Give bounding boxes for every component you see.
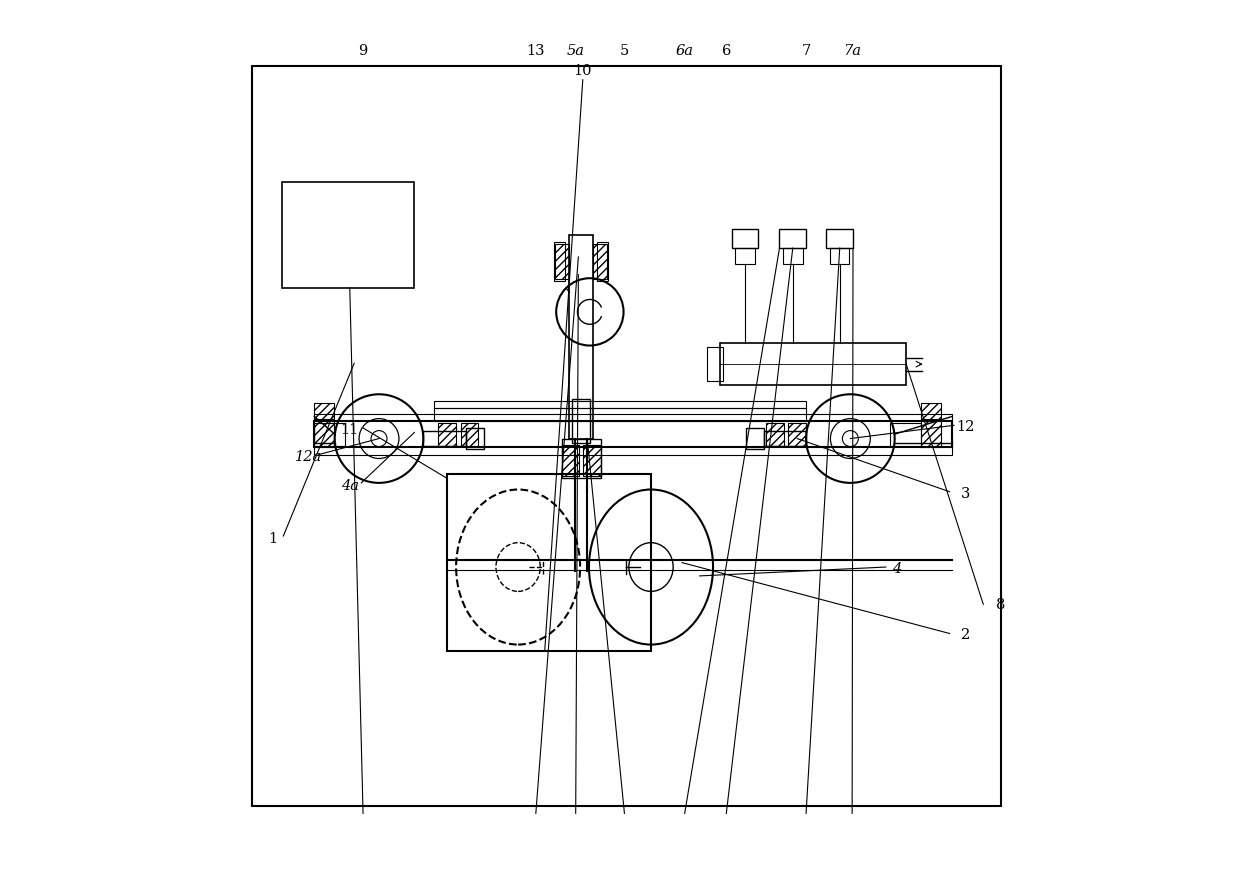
Bar: [921, 403, 941, 419]
Bar: [826, 229, 853, 248]
Bar: [707, 347, 723, 381]
Bar: [562, 439, 600, 478]
Bar: [732, 229, 758, 248]
Text: 13: 13: [527, 44, 546, 58]
Bar: [735, 248, 755, 264]
Bar: [745, 428, 764, 449]
Text: 12: 12: [956, 420, 975, 434]
Text: 7a: 7a: [843, 44, 861, 58]
Bar: [252, 66, 1001, 806]
Bar: [764, 431, 806, 446]
Bar: [789, 423, 806, 446]
Bar: [890, 423, 921, 446]
Bar: [766, 423, 784, 446]
Bar: [439, 423, 456, 446]
Bar: [596, 242, 609, 281]
Bar: [460, 423, 479, 446]
Bar: [780, 229, 806, 248]
Bar: [782, 248, 802, 264]
Bar: [583, 445, 600, 476]
Bar: [562, 445, 579, 476]
Text: 1: 1: [268, 532, 278, 546]
Bar: [921, 421, 941, 447]
Bar: [448, 474, 651, 651]
Text: 11: 11: [341, 423, 358, 437]
Text: 5: 5: [620, 44, 629, 58]
Text: 4: 4: [892, 562, 901, 576]
Text: 9: 9: [358, 44, 368, 58]
Bar: [434, 408, 806, 421]
Bar: [314, 421, 952, 447]
Text: 8: 8: [996, 598, 1006, 612]
Text: 12a: 12a: [295, 450, 321, 464]
Bar: [569, 235, 593, 439]
Text: 3: 3: [961, 486, 970, 501]
Bar: [423, 431, 466, 446]
Bar: [314, 414, 952, 455]
Bar: [553, 242, 565, 281]
Bar: [830, 248, 849, 264]
Text: 6a: 6a: [676, 44, 693, 58]
Text: 6: 6: [722, 44, 732, 58]
Text: 4a: 4a: [341, 478, 358, 493]
Bar: [434, 401, 806, 408]
Text: 10: 10: [574, 64, 591, 78]
Bar: [314, 421, 334, 447]
Bar: [556, 244, 569, 279]
Bar: [281, 182, 414, 288]
Bar: [314, 403, 334, 419]
Text: 2: 2: [961, 628, 970, 642]
Bar: [466, 428, 484, 449]
Bar: [572, 399, 590, 443]
Text: 5a: 5a: [567, 44, 585, 58]
Text: 7: 7: [801, 44, 811, 58]
Bar: [720, 343, 906, 385]
Bar: [594, 244, 606, 279]
Bar: [314, 423, 345, 446]
